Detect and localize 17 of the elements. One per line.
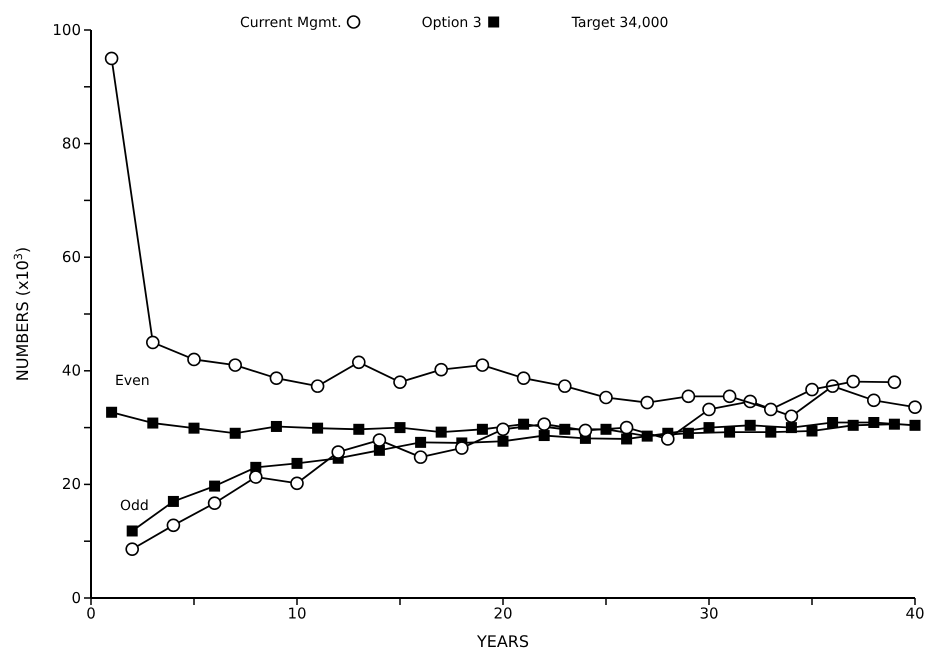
- x-tick-label: 40: [905, 604, 925, 623]
- y-tick-label: 40: [62, 362, 81, 380]
- x-axis-title: YEARS: [476, 632, 530, 651]
- annotation: Even: [115, 373, 150, 389]
- x-tick-label: 10: [287, 604, 307, 623]
- annotation: Odd: [120, 498, 149, 514]
- y-tick-label: 80: [62, 134, 81, 152]
- x-tick-label: 30: [699, 604, 719, 623]
- y-tick-label: 0: [71, 588, 81, 607]
- y-tick-label: 100: [52, 20, 81, 39]
- legend-label: Option 3: [422, 15, 482, 31]
- annotation: Target 34,000: [570, 15, 668, 31]
- legend-label: Current Mgmt.: [240, 15, 342, 31]
- y-tick-label: 60: [62, 248, 81, 266]
- y-tick-label: 20: [62, 475, 81, 494]
- x-tick-label: 20: [493, 604, 513, 623]
- x-tick-label: 0: [86, 604, 96, 623]
